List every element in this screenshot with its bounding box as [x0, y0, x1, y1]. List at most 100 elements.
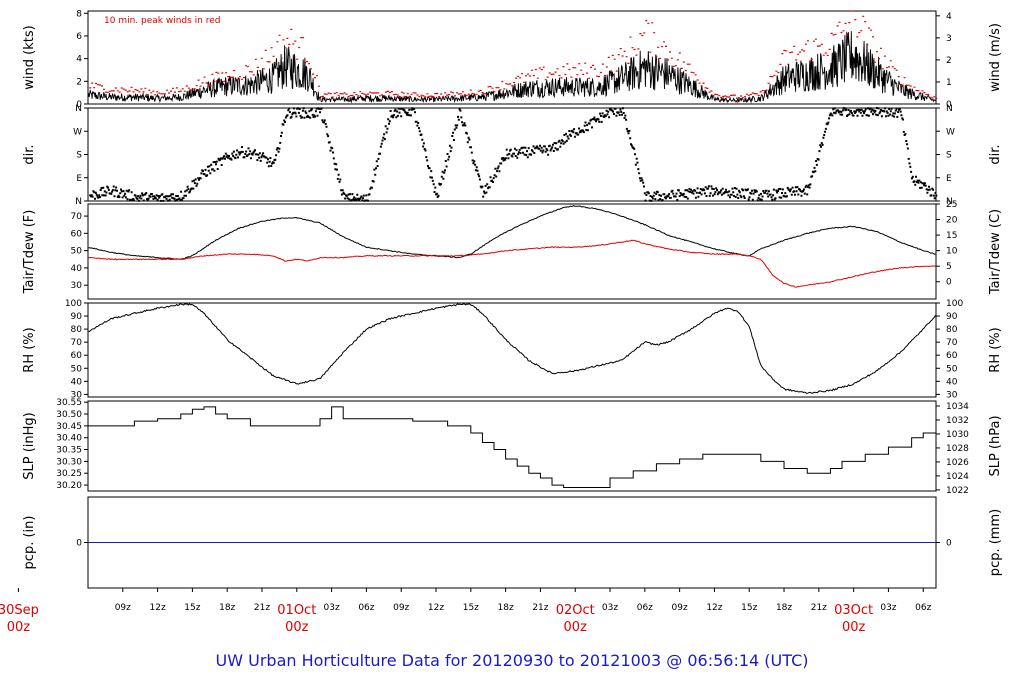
wind-left-tick-label: 0: [76, 100, 82, 110]
wind-left-tick-label: 2: [76, 77, 82, 87]
dir-right-tick-label: N: [946, 197, 953, 207]
temp-right-tick-label: 0: [946, 278, 952, 288]
slp-left-tick-label: 30.20: [56, 481, 82, 491]
temp-series-tdew: [88, 239, 936, 288]
dir-right-tick-label: E: [946, 174, 952, 184]
time-tick-label: 06z: [358, 603, 374, 613]
temp-frame: [87, 203, 937, 300]
temp-right-tick-label: 10: [946, 247, 958, 257]
temp-right-tick-label: 25: [946, 200, 957, 210]
time-tick-label: 18z: [219, 603, 235, 613]
slp-left-tick-label: 30.40: [56, 434, 82, 444]
time-tick-label: 09z: [672, 603, 688, 613]
dir-left-tick-label: W: [73, 127, 82, 137]
date-label-day: 02Oct: [556, 603, 595, 618]
slp-right-tick-label: 1026: [946, 458, 969, 468]
panel-wind: 0 2 4 6 8 0 1 2 3 4 wind (kts) wind (m/s) 10 min. pe…: [22, 9, 1003, 110]
time-tick-label: 12z: [706, 603, 722, 613]
temp-left-tick-label: 30: [71, 281, 83, 291]
dir-right-tick-label: S: [946, 151, 952, 161]
wind-right-tick-label: 3: [946, 34, 952, 44]
time-tick-label: 06z: [915, 603, 931, 613]
time-tick-label: 15z: [463, 603, 479, 613]
wind-series-10-min-peak-winds: [89, 10, 938, 99]
temp-right-tick-label: 15: [946, 231, 957, 241]
time-axis: 09z 12z 15z 18z 21z 03z 06z 09z 12z 15z 18z 21z 03z 0…: [0, 588, 932, 635]
panel-pcp: 0 0 pcp. (in) pcp. (mm): [22, 496, 1003, 589]
rh-left-tick-label: 40: [71, 377, 83, 387]
temp-ylabel-left: Tair/Tdew (F): [22, 210, 37, 295]
wind-right-tick-label: 1: [946, 78, 952, 88]
temp-left-tick-label: 70: [71, 212, 83, 222]
slp-left-tick-label: 30.35: [56, 446, 82, 456]
rh-right-tick-label: 80: [946, 325, 958, 335]
temp-right-tick-label: 5: [946, 262, 952, 272]
temp-right-tick-label: 20: [946, 216, 958, 226]
rh-right-tick-label: 60: [946, 351, 958, 361]
time-tick-label: 06z: [637, 603, 653, 613]
rh-right-tick-label: 50: [946, 364, 958, 374]
slp-right-tick-label: 1028: [946, 444, 969, 454]
wind-right-tick-label: 4: [946, 12, 952, 22]
time-tick-label: 03z: [880, 603, 896, 613]
slp-left-tick-label: 30.50: [56, 410, 82, 420]
rh-left-tick-label: 60: [71, 351, 83, 361]
slp-frame: [87, 400, 937, 492]
slp-ylabel-left: SLP (inHg): [22, 412, 37, 480]
date-label-hour: 00z: [564, 620, 588, 635]
wind-right-tick-label: 0: [946, 100, 952, 110]
time-tick-label: 03z: [324, 603, 340, 613]
rh-right-tick-label: 100: [946, 299, 963, 309]
date-label-hour: 00z: [842, 620, 866, 635]
date-label-hour: 00z: [285, 620, 309, 635]
wind-left-tick-label: 6: [76, 32, 82, 42]
panel-temp: 30 40 50 60 70 0 5 10 15 20 25 Tair/Tdew (F) Tair/Td…: [22, 200, 1003, 300]
date-label-hour: 00z: [7, 620, 31, 635]
time-tick-label: 21z: [811, 603, 827, 613]
time-tick-label: 18z: [498, 603, 514, 613]
rh-right-tick-label: 30: [946, 390, 958, 400]
slp-ylabel-right: SLP (hPa): [988, 415, 1003, 476]
temp-ylabel-right: Tair/Tdew (C): [988, 209, 1003, 295]
dir-left-tick-label: N: [75, 104, 82, 114]
rh-frame: [87, 302, 937, 398]
slp-right-tick-label: 1024: [946, 472, 969, 482]
date-label-day: 03Oct: [834, 603, 873, 618]
rh-ylabel-right: RH (%): [988, 327, 1003, 372]
rh-ylabel-left: RH (%): [22, 327, 37, 372]
pcp-right-tick-label: 0: [946, 539, 952, 549]
slp-right-tick-label: 1022: [946, 486, 969, 496]
time-tick-label: 15z: [184, 603, 200, 613]
temp-series-tair: [88, 205, 936, 260]
temp-left-tick-label: 40: [71, 264, 83, 274]
time-tick-label: 03z: [602, 603, 618, 613]
time-tick-label: 09z: [115, 603, 131, 613]
dir-right-tick-label: W: [946, 127, 955, 137]
rh-left-tick-label: 100: [65, 299, 82, 309]
wind-annotation: 10 min. peak winds in red: [104, 16, 221, 26]
dir-right-tick-label: N: [946, 104, 953, 114]
dir-left-tick-label: S: [76, 151, 82, 161]
time-tick-label: 21z: [532, 603, 548, 613]
wind-ylabel-right: wind (m/s): [988, 23, 1003, 92]
slp-left-tick-label: 30.30: [56, 457, 82, 467]
wind-left-tick-label: 8: [76, 9, 82, 19]
wind-ylabel-left: wind (kts): [22, 25, 37, 89]
rh-left-tick-label: 80: [71, 325, 83, 335]
time-tick-label: 12z: [150, 603, 166, 613]
date-label-day: 01Oct: [277, 603, 316, 618]
rh-right-tick-label: 90: [946, 312, 958, 322]
time-tick-label: 18z: [776, 603, 792, 613]
dir-left-tick-label: N: [75, 197, 82, 207]
rh-left-tick-label: 30: [71, 390, 83, 400]
date-label-day: 30Sep: [0, 603, 39, 618]
dir-ylabel-left: dir.: [22, 144, 37, 164]
slp-left-tick-label: 30.45: [56, 422, 82, 432]
rh-left-tick-label: 70: [71, 338, 83, 348]
temp-left-tick-label: 60: [71, 229, 83, 239]
wind-frame: [87, 10, 937, 105]
dir-left-tick-label: E: [76, 174, 82, 184]
rh-right-tick-label: 70: [946, 338, 958, 348]
